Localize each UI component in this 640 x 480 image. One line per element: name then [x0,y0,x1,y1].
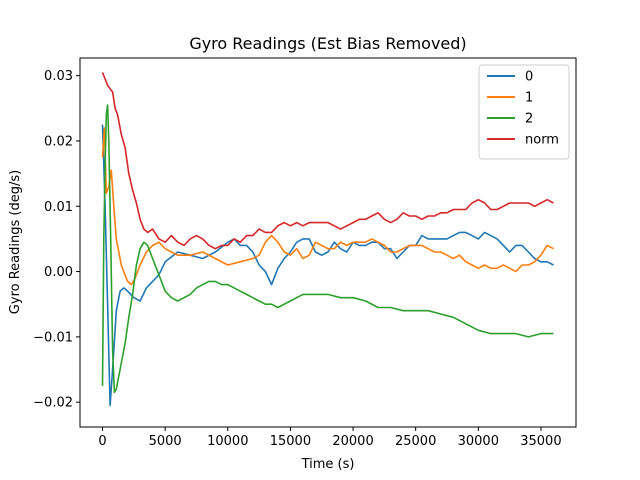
y-tick-label: 0.00 [44,265,73,280]
x-tick-label: 15000 [270,434,311,449]
x-tick-label: 25000 [395,434,436,449]
x-tick-label: 30000 [458,434,499,449]
y-tick-label: −0.02 [33,396,73,411]
x-axis: 0 5000 10000 15000 20000 25000 30000 35000 [98,427,562,449]
x-tick-label: 5000 [149,434,182,449]
legend-label-2: 2 [525,112,533,127]
legend-label-1: 1 [525,91,533,106]
plot-lines [101,72,554,407]
y-tick-label: −0.01 [33,330,73,345]
chart-title: Gyro Readings (Est Bias Removed) [189,34,466,53]
y-tick-label: 0.03 [44,69,73,84]
series-line-2 [101,104,554,394]
x-tick-label: 20000 [332,434,373,449]
x-tick-label: 0 [98,434,106,449]
x-tick-label: 35000 [520,434,561,449]
legend: 0 1 2 norm [478,64,570,160]
y-tick-label: 0.02 [44,134,73,149]
series-line-norm [101,72,554,250]
x-axis-label: Time (s) [301,457,355,472]
y-tick-label: 0.01 [44,200,73,215]
legend-label-norm: norm [525,133,559,148]
y-axis-label: Gyro Readings (deg/s) [8,170,23,314]
x-tick-label: 10000 [207,434,248,449]
plot-frame [79,57,577,428]
legend-box [478,64,570,160]
series-line-1 [101,127,554,286]
series-line-0 [101,124,554,407]
legend-label-0: 0 [525,70,533,85]
y-axis: −0.02 −0.01 0.00 0.01 0.02 0.03 [33,69,80,411]
